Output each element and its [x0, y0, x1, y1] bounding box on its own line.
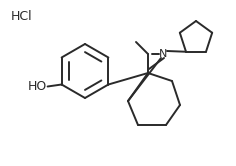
Text: HO: HO — [28, 80, 47, 93]
Text: HCl: HCl — [11, 9, 33, 23]
Text: N: N — [159, 49, 167, 59]
